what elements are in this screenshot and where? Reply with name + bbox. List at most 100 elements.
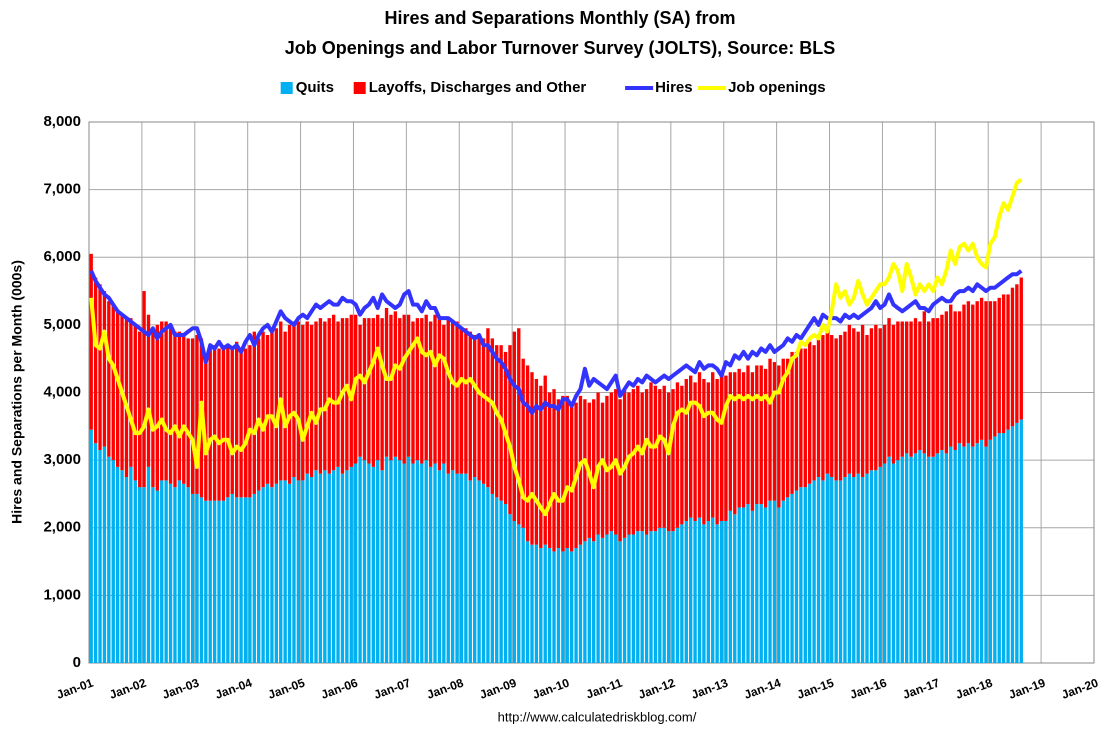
bar — [102, 291, 107, 447]
bar — [693, 520, 697, 663]
bar — [627, 534, 631, 663]
bar — [371, 318, 375, 467]
bar — [424, 460, 428, 663]
bar — [539, 385, 543, 549]
bar — [402, 463, 406, 663]
bar — [724, 520, 728, 663]
bar — [182, 335, 186, 484]
bar — [653, 385, 658, 532]
bar — [900, 456, 904, 663]
bar — [314, 470, 318, 663]
bar — [737, 507, 741, 663]
y-tick-label: 6,000 — [43, 248, 81, 265]
bar — [843, 477, 847, 663]
bar — [230, 493, 234, 663]
legend-label: Layoffs, Discharges and Other — [369, 79, 587, 96]
bar — [525, 541, 530, 663]
bar — [287, 324, 292, 484]
bar — [376, 314, 380, 461]
bar — [993, 436, 997, 663]
bar — [517, 524, 521, 663]
bar — [592, 541, 596, 663]
bar — [737, 368, 741, 508]
bar — [530, 544, 534, 663]
bar — [878, 328, 882, 467]
bar — [882, 324, 887, 464]
bar — [931, 456, 935, 663]
bar — [107, 456, 111, 663]
bar — [693, 382, 697, 521]
bar — [468, 331, 472, 481]
bar — [221, 500, 226, 663]
bar — [900, 321, 904, 457]
bar — [583, 541, 587, 663]
bar — [957, 443, 962, 663]
bar — [164, 321, 168, 481]
bar — [728, 372, 733, 511]
legend-swatch — [280, 82, 293, 94]
bar — [865, 335, 869, 474]
bar — [93, 443, 98, 663]
bar — [605, 534, 609, 663]
chart-subtitle: Job Openings and Labor Turnover Survey (… — [285, 38, 835, 58]
bar — [913, 453, 918, 663]
bar — [697, 372, 702, 518]
bar — [799, 348, 803, 488]
bar — [309, 324, 314, 478]
bar — [446, 473, 450, 663]
bar — [199, 497, 204, 663]
bar — [146, 314, 151, 467]
bar — [896, 460, 900, 663]
bar — [226, 345, 230, 498]
bar — [243, 497, 248, 663]
bar — [195, 493, 199, 663]
bar — [644, 534, 649, 663]
bar — [1006, 294, 1010, 430]
bar — [882, 463, 887, 663]
bar — [239, 351, 243, 498]
bar — [177, 331, 182, 481]
bar — [428, 321, 433, 467]
bar — [98, 284, 102, 450]
bar — [354, 314, 358, 464]
bar — [600, 402, 605, 538]
bar — [204, 500, 208, 663]
bar — [856, 331, 860, 474]
bar — [825, 473, 829, 663]
bar — [389, 460, 393, 663]
bar — [953, 311, 957, 450]
bar — [772, 362, 777, 501]
bar — [243, 348, 248, 498]
bar — [155, 324, 159, 491]
bar — [98, 449, 102, 663]
bar — [221, 345, 226, 501]
bar — [803, 487, 807, 663]
bar — [433, 314, 437, 464]
bar — [931, 318, 935, 457]
bar — [966, 443, 971, 663]
bar — [481, 338, 486, 484]
bar — [287, 483, 292, 663]
bar — [821, 480, 825, 663]
bar — [398, 460, 402, 663]
bar — [609, 392, 614, 532]
bar — [644, 389, 649, 535]
bar — [896, 321, 900, 461]
bar — [301, 324, 305, 481]
bar — [940, 314, 944, 450]
bar — [124, 477, 129, 663]
bar — [935, 318, 940, 454]
y-tick-label: 0 — [73, 654, 81, 671]
bar — [949, 446, 953, 663]
bar — [852, 477, 856, 663]
bar — [89, 429, 93, 663]
bar — [358, 324, 362, 457]
bar — [446, 318, 450, 474]
bar — [979, 439, 984, 663]
bar — [371, 466, 375, 663]
bar — [208, 345, 212, 501]
bar — [865, 473, 869, 663]
bar — [129, 466, 133, 663]
bar — [711, 517, 715, 663]
bar — [592, 399, 596, 542]
